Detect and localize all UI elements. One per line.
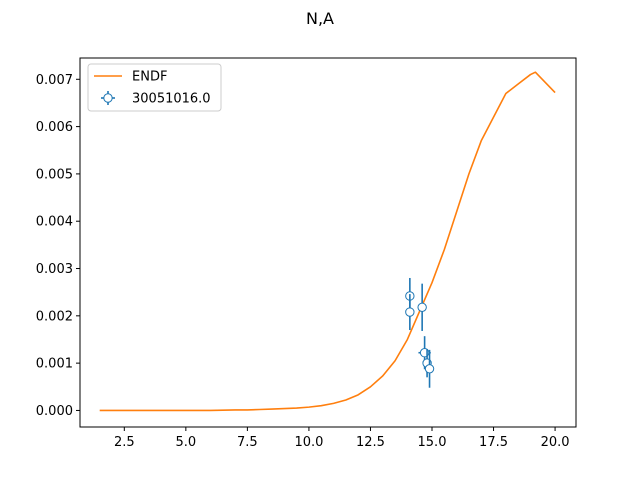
- series-line-endf: [99, 71, 556, 412]
- x-tick-label: 5.0: [176, 435, 197, 450]
- y-tick-label: 0.003: [36, 262, 73, 277]
- legend-label-exfor: 30051016.0: [132, 92, 211, 107]
- y-tick-label: 0.001: [36, 357, 73, 372]
- legend-label-endf: ENDF: [132, 70, 167, 85]
- x-tick-label: 12.5: [356, 435, 385, 450]
- x-tick-label: 7.5: [237, 435, 258, 450]
- x-tick-label: 17.5: [479, 435, 508, 450]
- y-tick-label: 0.005: [36, 167, 73, 182]
- x-axis: 2.5 5.0 7.5 10.0 12.5 15.0 17.5 20.0: [114, 427, 570, 450]
- legend-swatch-marker: [103, 93, 113, 103]
- y-tick-label: 0.002: [36, 309, 73, 324]
- x-tick-label: 20.0: [541, 435, 570, 450]
- y-tick-label: 0.000: [36, 404, 73, 419]
- data-point: [424, 364, 435, 374]
- x-tick-label: 15.0: [418, 435, 447, 450]
- plot-area: [80, 58, 576, 427]
- plot-frame: [79, 57, 577, 428]
- y-tick-label: 0.007: [36, 73, 73, 88]
- x-tick-label: 2.5: [114, 435, 135, 450]
- data-point: [417, 302, 427, 313]
- x-tick-label: 10.0: [294, 435, 323, 450]
- series-layer: [99, 71, 556, 412]
- y-tick-label: 0.004: [36, 215, 73, 230]
- chart-title: N,A: [306, 9, 334, 28]
- y-axis: 0.000 0.001 0.002 0.003 0.004 0.005 0.006 0.007: [36, 73, 80, 419]
- data-point: [405, 307, 415, 317]
- y-tick-label: 0.006: [36, 120, 73, 135]
- legend: ENDF 30051016.0: [87, 63, 222, 112]
